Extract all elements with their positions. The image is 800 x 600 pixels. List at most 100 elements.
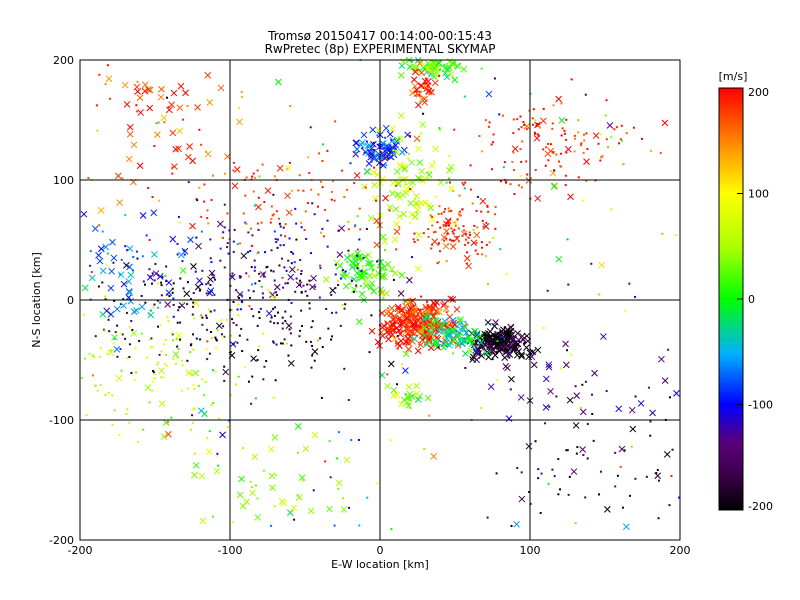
data-point-dot <box>310 366 313 369</box>
data-point-dot <box>462 225 465 228</box>
data-point-dot <box>247 380 250 383</box>
data-point-dot <box>389 439 392 442</box>
data-point-dot <box>438 205 441 208</box>
data-point-dot <box>193 317 196 320</box>
data-point-dot <box>209 257 212 260</box>
data-point-x <box>389 189 396 197</box>
data-point-x <box>413 390 421 398</box>
data-point-dot <box>186 105 189 108</box>
data-point-dot <box>557 493 560 496</box>
data-point-x <box>511 145 519 153</box>
data-point-dot <box>447 177 450 180</box>
data-point-dot <box>111 423 114 426</box>
data-point-dot <box>239 276 242 279</box>
data-point-dot <box>573 150 576 153</box>
data-point-x <box>195 242 202 250</box>
data-point-dot <box>151 272 154 275</box>
data-point-dot <box>192 333 195 336</box>
data-point-dot <box>353 182 356 185</box>
data-point-dot <box>649 420 652 423</box>
data-point-dot <box>245 272 248 275</box>
data-point-x <box>416 59 423 67</box>
data-point-dot <box>465 233 468 236</box>
data-point-dot <box>296 494 299 497</box>
data-point-dot <box>476 226 479 229</box>
data-point-x <box>436 308 443 316</box>
data-point-dot <box>226 246 229 249</box>
data-point-dot <box>109 349 112 352</box>
data-point-dot <box>152 369 155 372</box>
data-point-dot <box>201 323 204 326</box>
data-point-dot <box>403 300 406 303</box>
data-point-dot <box>121 177 124 180</box>
data-point-dot <box>427 170 430 173</box>
data-point-x <box>408 211 416 218</box>
data-point-x <box>603 505 611 513</box>
data-point-dot <box>112 261 115 264</box>
data-point-dot <box>260 221 263 224</box>
data-point-dot <box>132 256 135 259</box>
data-point-dot <box>208 430 211 433</box>
data-point-dot <box>485 244 488 247</box>
data-point-dot <box>513 169 516 172</box>
data-point-x <box>545 363 553 371</box>
data-point-x <box>250 355 257 362</box>
data-point-dot <box>398 226 401 229</box>
data-point-x <box>144 384 152 391</box>
data-point-dot <box>461 181 464 184</box>
data-point-dot <box>335 311 338 314</box>
data-point-dot <box>601 155 604 158</box>
data-point-dot <box>376 134 379 137</box>
data-point-dot <box>437 242 440 245</box>
data-point-dot <box>257 349 260 352</box>
data-point-x <box>269 484 276 492</box>
data-point-x <box>399 191 407 199</box>
data-point-dot <box>453 62 456 65</box>
data-point-dot <box>619 465 622 468</box>
data-point-dot <box>415 211 418 214</box>
data-point-dot <box>200 143 203 146</box>
data-point-x <box>204 71 212 79</box>
data-point-x <box>394 316 402 324</box>
data-point-dot <box>509 183 512 186</box>
data-point-dot <box>181 260 184 263</box>
data-point-dot <box>437 213 440 216</box>
data-point-dot <box>546 289 549 292</box>
data-point-x <box>489 331 497 339</box>
data-point-dot <box>671 448 674 451</box>
data-point-dot <box>138 339 141 342</box>
data-point-dot <box>334 120 337 123</box>
data-point-x <box>413 199 420 207</box>
data-point-dot <box>250 266 253 269</box>
data-point-dot <box>247 251 250 254</box>
data-point-x <box>470 239 478 247</box>
data-point-dot <box>473 224 476 227</box>
data-point-dot <box>259 307 262 310</box>
data-point-dot <box>311 320 314 323</box>
data-point-dot <box>300 226 303 229</box>
data-point-x <box>213 467 221 475</box>
data-point-dot <box>483 333 486 336</box>
data-point-dot <box>107 318 110 321</box>
data-point-dot <box>262 275 265 278</box>
data-point-dot <box>456 236 459 239</box>
data-point-dot <box>287 259 290 262</box>
data-point-x <box>421 199 429 206</box>
data-point-x <box>547 387 554 395</box>
data-point-x <box>476 335 484 342</box>
data-point-dot <box>225 319 228 322</box>
data-point-dot <box>297 189 300 192</box>
data-point-dot <box>89 250 92 253</box>
data-point-dot <box>361 265 364 268</box>
data-point-dot <box>270 269 273 272</box>
data-point-x <box>579 408 587 416</box>
data-point-dot <box>513 193 516 196</box>
data-point-x <box>114 172 122 180</box>
data-point-x <box>353 139 360 147</box>
data-point-x <box>502 348 509 356</box>
data-point-x <box>389 316 397 323</box>
data-point-x <box>146 104 154 112</box>
data-point-dot <box>496 336 499 339</box>
data-point-x <box>453 235 461 242</box>
data-point-dot <box>492 141 495 144</box>
